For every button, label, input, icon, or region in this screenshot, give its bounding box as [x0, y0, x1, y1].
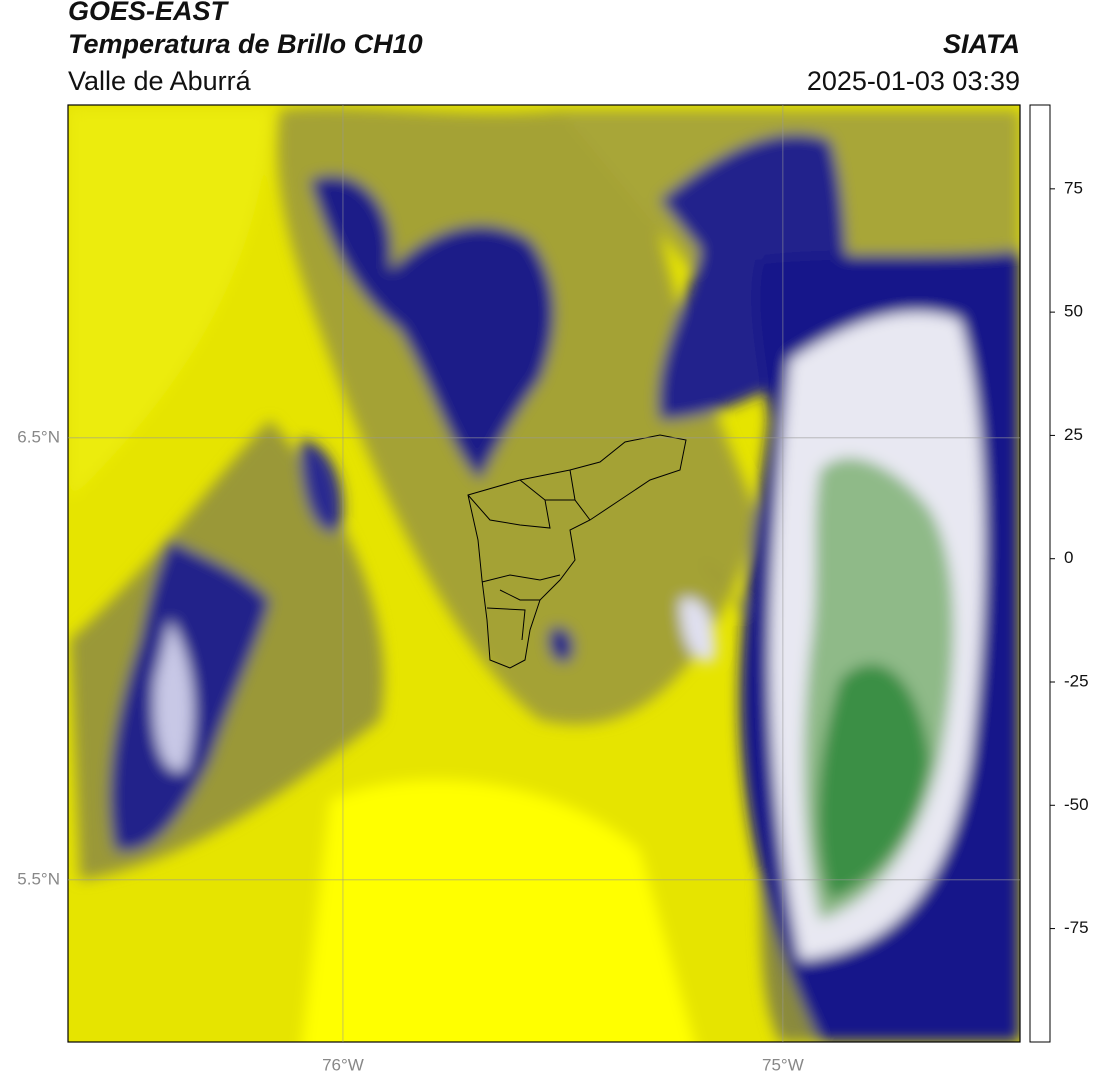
product-title: Temperatura de Brillo CH10: [68, 29, 423, 59]
colorbar-tick-label: -25: [1064, 671, 1089, 690]
satellite-title: GOES-EAST: [68, 0, 228, 26]
source-label: SIATA: [943, 29, 1020, 59]
x-tick-label: 76°W: [322, 1055, 364, 1074]
region-label: Valle de Aburrá: [68, 66, 251, 96]
datetime-label: 2025-01-03 03:39: [806, 66, 1020, 96]
map-frame: [67, 104, 1021, 1043]
colorbar: [1029, 104, 1051, 1043]
colorbar-tick-label: 50: [1064, 302, 1083, 321]
colorbar-tick-label: -75: [1064, 918, 1089, 937]
municipal-boundaries: [467, 434, 687, 669]
colorbar-tick-label: -50: [1064, 795, 1089, 814]
x-tick-label: 75°W: [762, 1055, 804, 1074]
colorbar-tick-label: 0: [1064, 548, 1073, 567]
colorbar-tick-label: 75: [1064, 178, 1083, 197]
y-tick-label: 5.5°N: [17, 869, 60, 888]
colorbar-tick-label: 25: [1064, 425, 1083, 444]
brightness-temperature-image: [68, 105, 1020, 1042]
y-tick-label: 6.5°N: [17, 427, 60, 446]
